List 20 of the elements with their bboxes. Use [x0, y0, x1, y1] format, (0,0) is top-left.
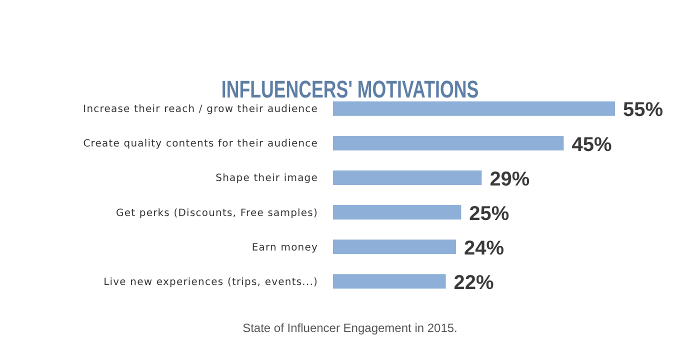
y-tick-label: Live new experiences (trips, events...) — [104, 276, 318, 288]
data-label: 25% — [469, 202, 510, 225]
y-tick-label: Create quality contents for their audience — [83, 138, 318, 150]
y-tick-label: Get perks (Discounts, Free samples) — [116, 208, 318, 219]
data-label: 29% — [490, 168, 530, 190]
y-tick-label: Earn money — [252, 242, 318, 254]
data-label: 45% — [572, 134, 612, 156]
data-label: 24% — [464, 237, 504, 260]
bar — [333, 136, 564, 150]
data-label: 22% — [454, 272, 494, 294]
bar — [333, 274, 446, 289]
bar — [333, 205, 462, 220]
chart-title: INFLUENCERS' MOTIVATIONS — [221, 77, 479, 104]
text: State of Influencer Engagement in 2015. — [242, 321, 458, 335]
y-tick-label: Increase their reach / grow their audience — [83, 104, 318, 116]
bar — [333, 101, 615, 116]
bar — [333, 240, 456, 254]
bar — [333, 170, 482, 185]
data-label: 55% — [623, 99, 664, 122]
y-tick-label: Shape their image — [216, 173, 318, 184]
